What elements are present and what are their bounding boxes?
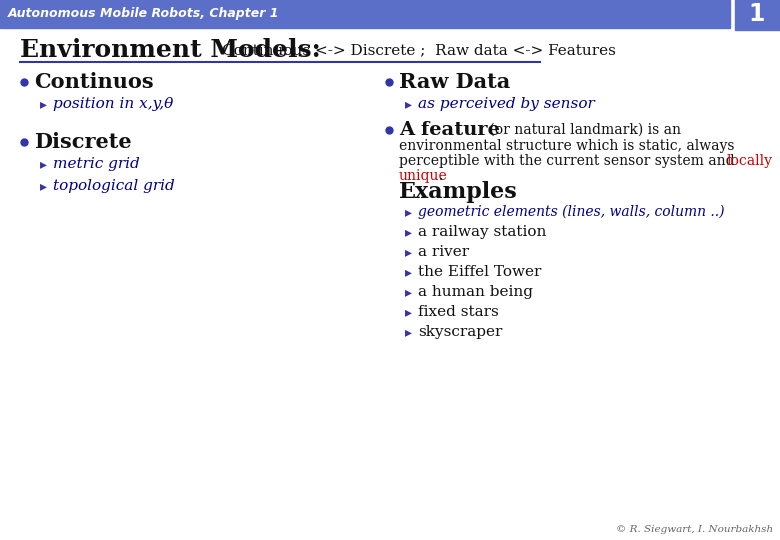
Text: a river: a river	[418, 245, 469, 259]
Text: skyscraper: skyscraper	[418, 325, 502, 339]
Text: .: .	[439, 169, 443, 183]
Text: environmental structure which is static, always: environmental structure which is static,…	[399, 139, 735, 153]
Text: 1: 1	[749, 2, 765, 26]
Text: ▸: ▸	[405, 245, 412, 259]
Text: as perceived by sensor: as perceived by sensor	[418, 97, 594, 111]
Text: (or natural landmark) is an: (or natural landmark) is an	[485, 123, 681, 137]
Text: Discrete: Discrete	[34, 132, 132, 152]
Text: the Eiffel Tower: the Eiffel Tower	[418, 265, 541, 279]
Text: Raw Data: Raw Data	[399, 72, 510, 92]
Text: ▸: ▸	[405, 97, 412, 111]
Text: ▸: ▸	[40, 179, 47, 193]
Text: Environment Models:: Environment Models:	[20, 38, 321, 62]
Bar	[735, 0, 780, 30]
Bar	[0, 0, 730, 28]
Text: Examples: Examples	[399, 181, 518, 203]
Text: a railway station: a railway station	[418, 225, 546, 239]
Text: fixed stars: fixed stars	[418, 305, 498, 319]
Text: metric grid: metric grid	[53, 157, 140, 171]
Text: unique: unique	[399, 169, 448, 183]
Text: position in x,y,θ: position in x,y,θ	[53, 97, 173, 111]
Text: Continuos: Continuos	[34, 72, 154, 92]
Text: ▸: ▸	[405, 205, 412, 219]
Text: ▸: ▸	[40, 97, 47, 111]
Text: Autonomous Mobile Robots, Chapter 1: Autonomous Mobile Robots, Chapter 1	[8, 8, 279, 21]
Text: A feature: A feature	[399, 121, 500, 139]
Text: perceptible with the current sensor system and: perceptible with the current sensor syst…	[399, 154, 739, 168]
Text: © R. Siegwart, I. Nourbakhsh: © R. Siegwart, I. Nourbakhsh	[616, 525, 773, 535]
Text: ▸: ▸	[40, 157, 47, 171]
Text: Continuous <-> Discrete ;  Raw data <-> Features: Continuous <-> Discrete ; Raw data <-> F…	[222, 43, 616, 57]
Text: topological grid: topological grid	[53, 179, 175, 193]
Text: ▸: ▸	[405, 325, 412, 339]
Text: ▸: ▸	[405, 285, 412, 299]
Text: ▸: ▸	[405, 305, 412, 319]
Text: ▸: ▸	[405, 265, 412, 279]
Text: geometric elements (lines, walls, column ..): geometric elements (lines, walls, column…	[418, 205, 725, 219]
Text: locally: locally	[727, 154, 773, 168]
Text: a human being: a human being	[418, 285, 533, 299]
Text: ▸: ▸	[405, 225, 412, 239]
